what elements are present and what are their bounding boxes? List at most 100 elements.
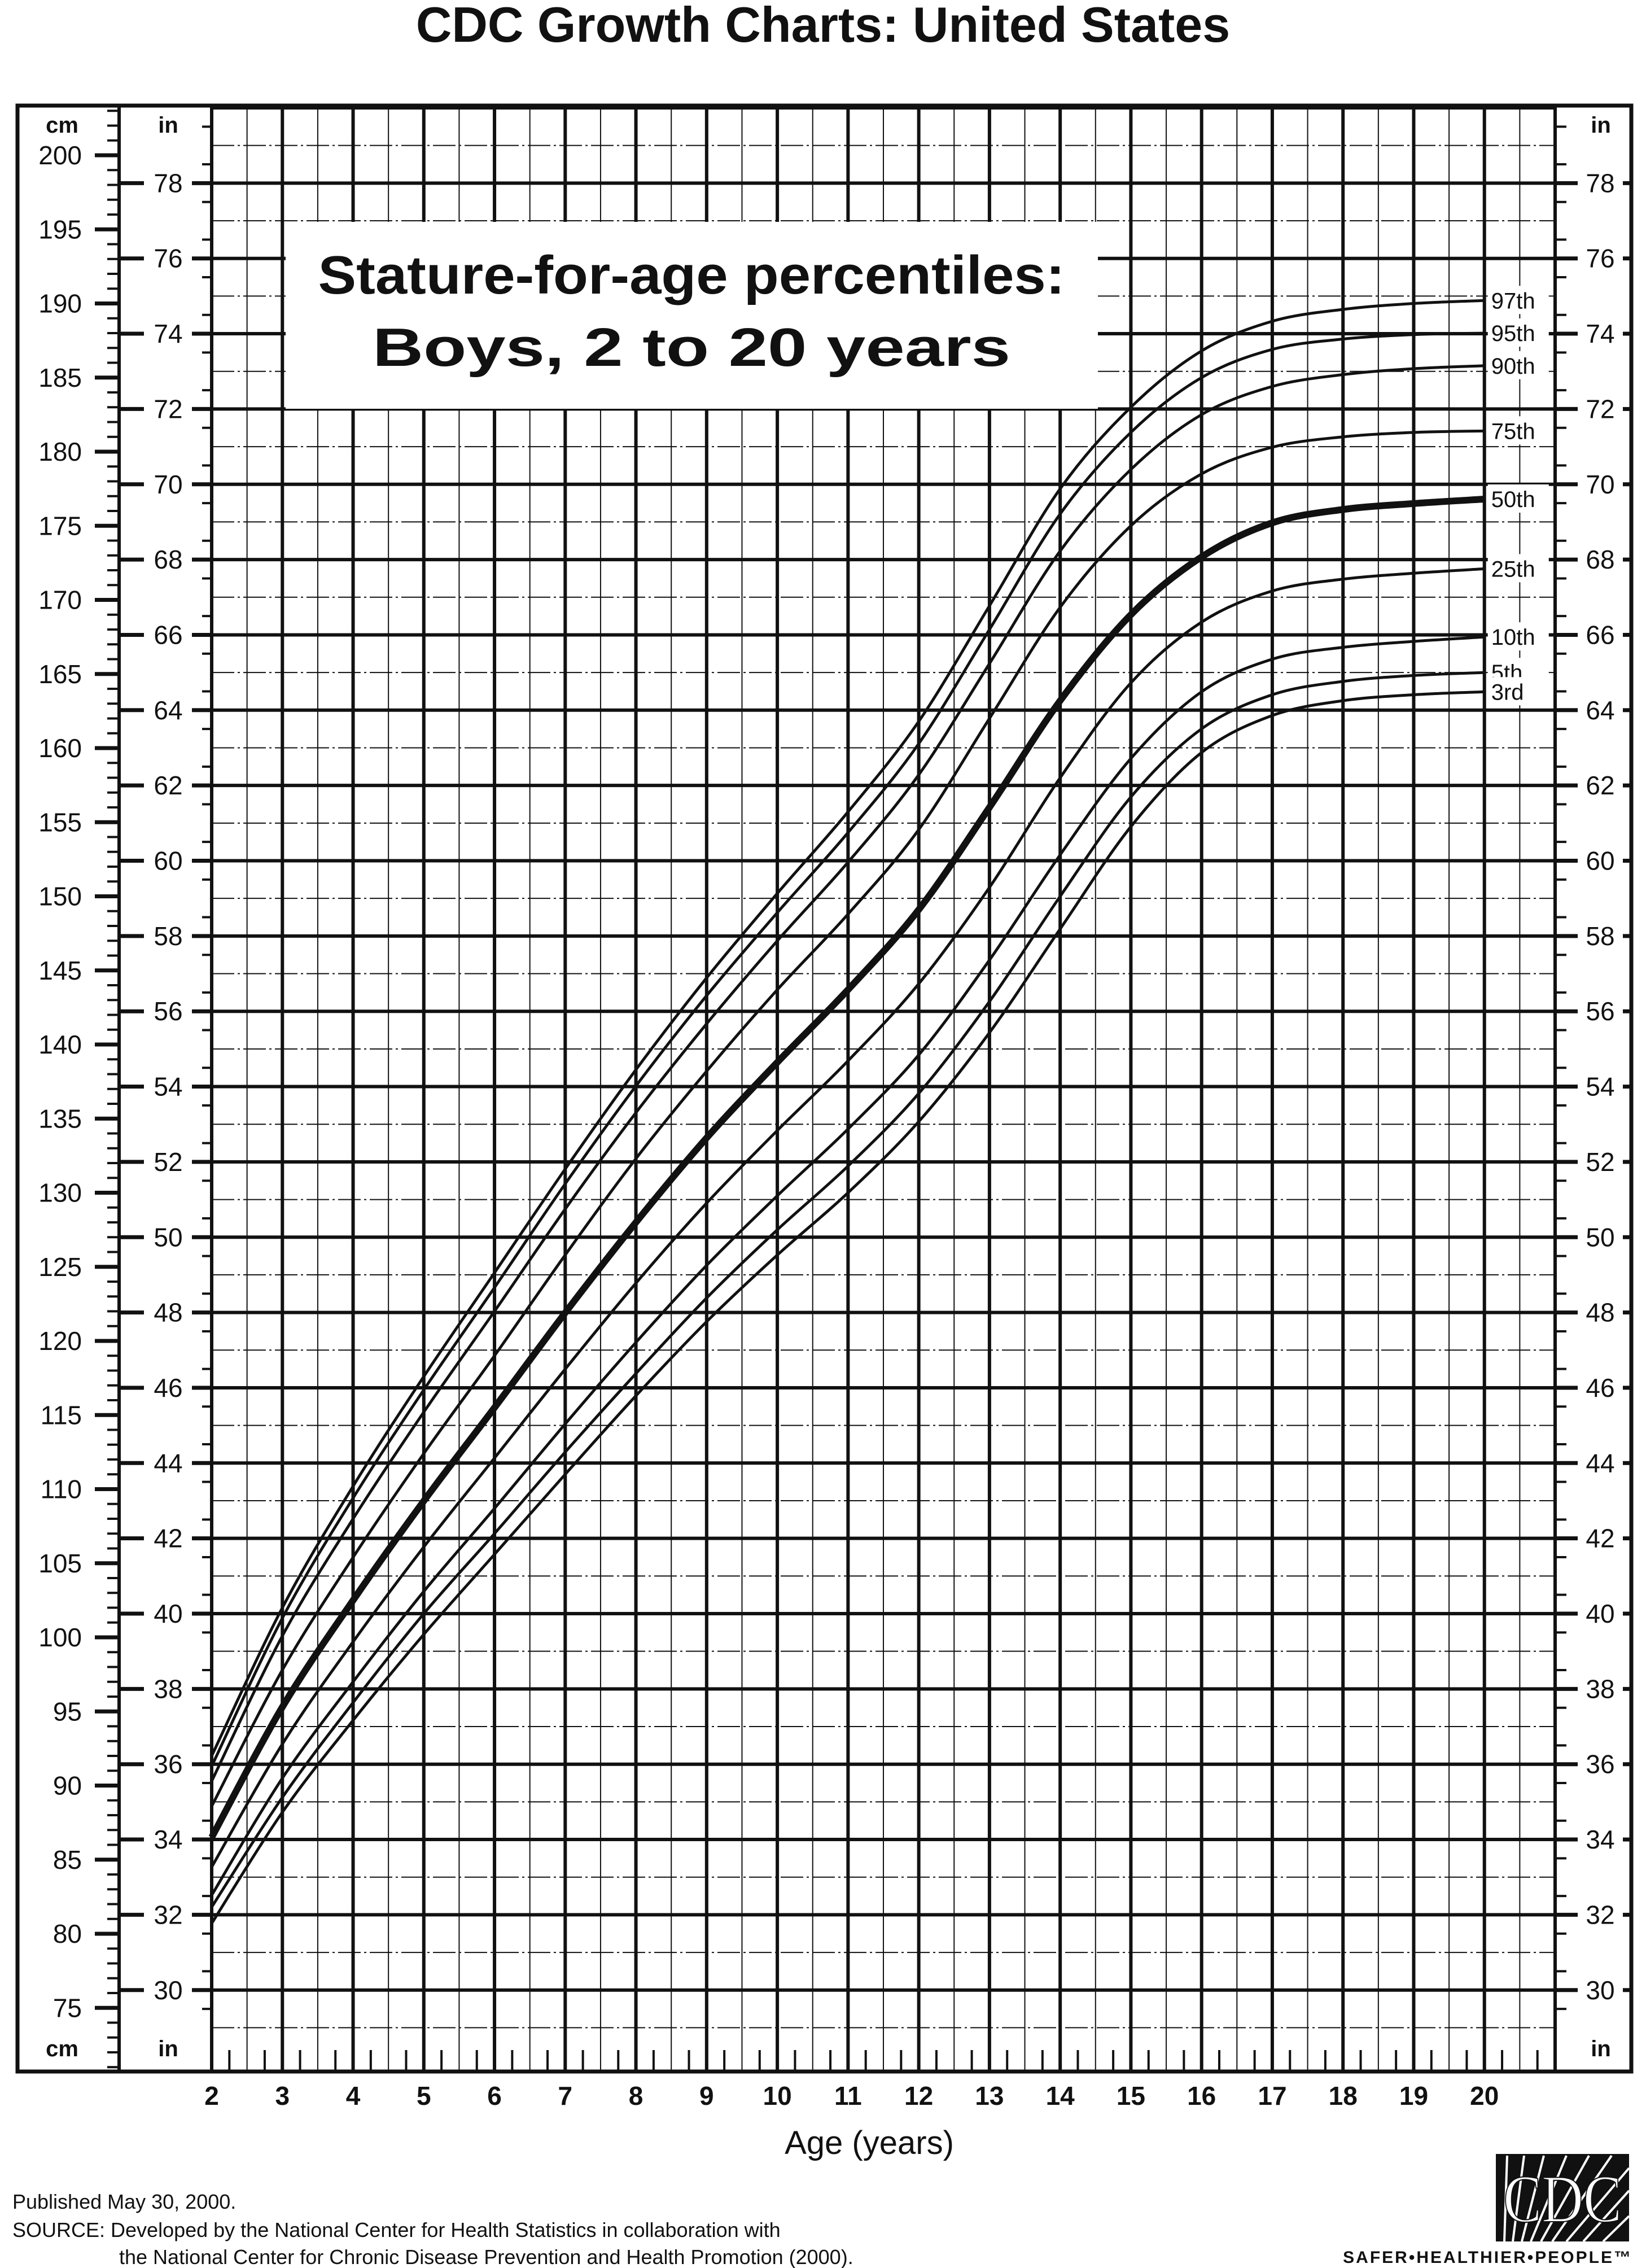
in-tick-label: 52 [154,1147,182,1177]
in-tick-label: 50 [154,1222,182,1252]
cm-tick-label: 140 [38,1030,82,1059]
percentile-label-10th: 10th [1491,625,1535,650]
x-tick-label: 5 [417,2081,431,2110]
cm-tick-label: 120 [38,1326,82,1356]
percentile-label-background [1487,318,1549,347]
x-tick-label: 10 [763,2081,792,2110]
in-tick-label-right: 72 [1586,394,1614,423]
in-tick-label: 36 [154,1750,182,1779]
cm-tick-label: 110 [41,1475,82,1504]
in-tick-label-right: 64 [1586,696,1614,725]
in-tick-label-right: 30 [1586,1976,1614,2005]
in-tick-label-right: 70 [1586,470,1614,499]
in-tick-label: 78 [154,168,182,198]
in-tick-label-right: 60 [1586,846,1614,876]
in-tick-label-right: 58 [1586,921,1614,951]
cm-tick-label: 200 [38,141,82,170]
chart-axes: 7580859095100105110115120125130135140145… [15,103,1634,2110]
percentile-curves [208,299,1485,1924]
cm-tick-label: 170 [38,585,82,615]
cm-unit-label-top: cm [46,113,78,138]
cdc-logo: CDC [1496,2154,1630,2243]
cm-tick-label: 105 [38,1549,82,1578]
percentile-label-background [1487,554,1549,583]
x-tick-label: 13 [975,2081,1004,2110]
x-tick-label: 9 [699,2081,714,2110]
percentile-curve-90th [210,364,1485,1782]
cm-tick-label: 115 [41,1400,82,1430]
chart-title-line2: Boys, 2 to 20 years [373,317,1010,378]
cm-tick-label: 185 [38,363,82,392]
in-tick-label-right: 54 [1586,1072,1614,1102]
percentile-label-background [1487,622,1549,651]
percentile-label-3rd: 3rd [1491,680,1524,705]
page-title: CDC Growth Charts: United States [416,0,1230,53]
x-tick-label: 11 [834,2081,862,2110]
in-tick-label-right: 36 [1586,1750,1614,1779]
x-tick-label: 6 [487,2081,502,2110]
published-note: Published May 30, 2000. [12,2190,236,2213]
in-tick-label: 46 [154,1373,182,1402]
in-tick-label: 58 [154,921,182,951]
cdc-logo-rays [1503,2155,1630,2243]
in-tick-label-right: 66 [1586,620,1614,649]
cm-tick-label: 100 [38,1623,82,1652]
in-unit-label-top: in [158,113,178,138]
cm-tick-label: 175 [38,511,82,540]
percentile-curve-3rd [210,690,1485,1924]
in-tick-label-right: 62 [1586,771,1614,800]
chart-grid [210,106,1557,2072]
percentile-label-background [1487,351,1549,379]
percentile-curve-50th [208,496,1485,1839]
title-box-background [286,222,1098,409]
in-tick-label: 66 [154,620,182,649]
cm-tick-label: 130 [38,1178,82,1208]
in-tick-label-right: 74 [1586,319,1614,348]
in-tick-label: 72 [154,394,182,423]
in-tick-label: 40 [154,1599,182,1628]
in-tick-label: 68 [154,545,182,574]
cm-tick-label: 190 [38,289,82,318]
cm-tick-label: 90 [53,1771,82,1801]
in-tick-label-right: 46 [1586,1373,1614,1402]
cm-tick-label: 125 [38,1252,82,1282]
cm-tick-label: 165 [38,659,82,689]
in-tick-label: 62 [154,771,182,800]
in-tick-label-right: 42 [1586,1524,1614,1553]
in-tick-label: 56 [154,997,182,1026]
percentile-label-95th: 95th [1491,321,1535,346]
cm-tick-label: 75 [53,1993,82,2022]
cm-tick-label: 155 [38,807,82,837]
in-tick-label: 38 [154,1674,182,1703]
x-tick-label: 3 [275,2081,290,2110]
in-tick-label-right: 56 [1586,997,1614,1026]
in-tick-label: 42 [154,1524,182,1553]
x-tick-label: 14 [1046,2081,1075,2110]
source-note-line2: the National Center for Chronic Disease … [119,2245,853,2268]
in-unit-label-top-right: in [1591,113,1611,138]
in-tick-label-right: 38 [1586,1674,1614,1703]
percentile-label-background [1487,286,1549,314]
percentile-label-background [1487,416,1549,445]
x-tick-label: 18 [1329,2081,1358,2110]
x-tick-label: 16 [1187,2081,1216,2110]
percentile-curve-97th [210,299,1485,1757]
in-tick-label-right: 34 [1586,1825,1614,1854]
in-tick-label-right: 32 [1586,1900,1614,1929]
x-tick-label: 15 [1117,2081,1145,2110]
cm-tick-label: 80 [53,1919,82,1948]
in-tick-label: 76 [154,244,182,273]
percentile-label-90th: 90th [1491,354,1535,379]
x-tick-label: 20 [1470,2081,1499,2110]
percentile-curve-95th [210,331,1485,1767]
chart-title-line1: Stature-for-age percentiles: [318,245,1065,305]
x-tick-label: 4 [346,2081,361,2110]
in-tick-label: 34 [154,1825,182,1854]
in-tick-label-right: 44 [1586,1448,1614,1478]
cm-unit-label-bottom: cm [46,2037,78,2061]
in-tick-label: 64 [154,696,182,725]
in-tick-label-right: 76 [1586,244,1614,273]
cm-tick-label: 160 [38,733,82,763]
